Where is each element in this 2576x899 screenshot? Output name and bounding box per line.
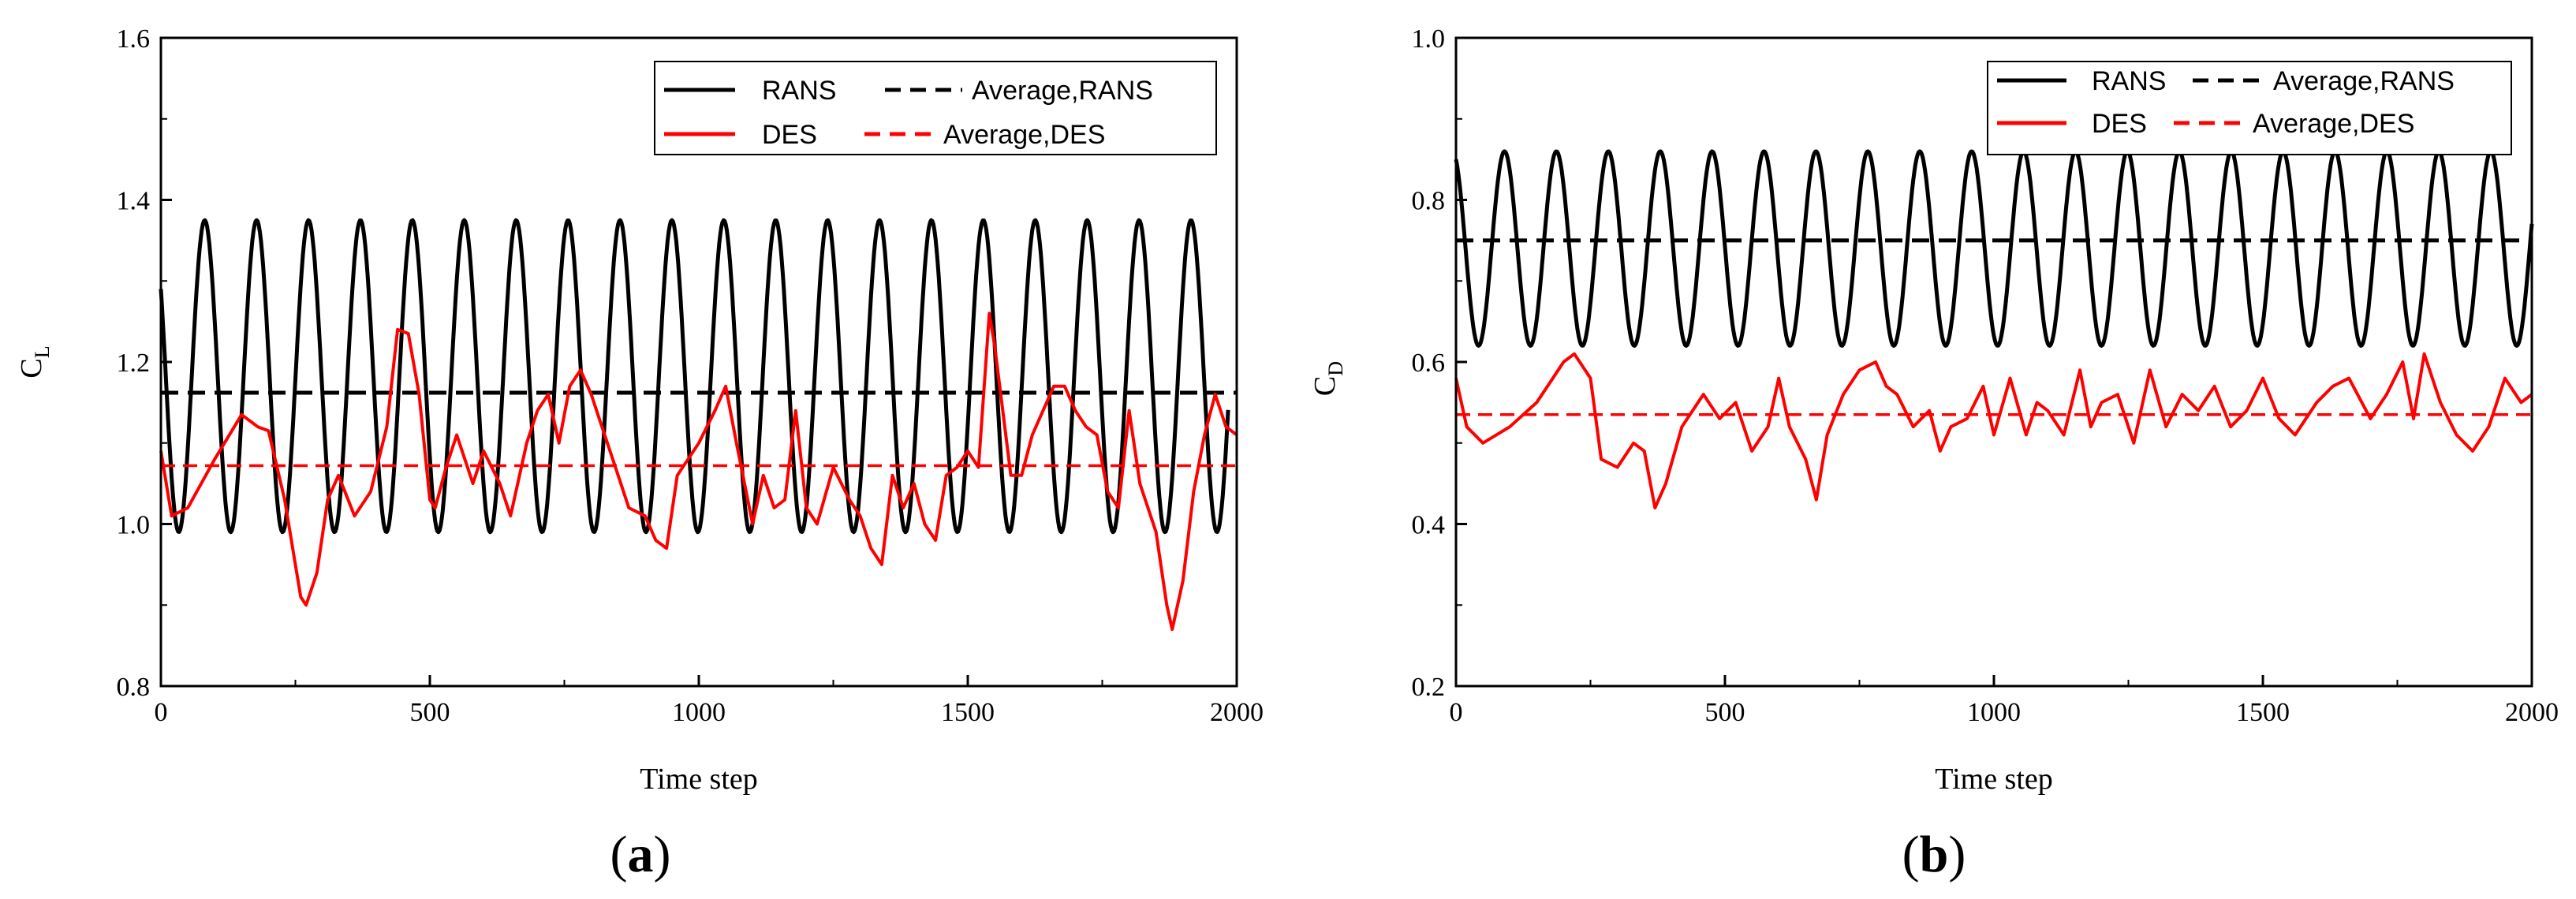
chart-panel-b: 0 500 1000 1500 2000 0.2 0.4 0.6 0.8 1.0 RANS Ave… <box>1309 24 2559 883</box>
chart-a-legend-label-rans: RANS <box>762 76 836 106</box>
chart-b-legend-label-rans: RANS <box>2092 66 2166 96</box>
chart-a-x-axis-title: Time step <box>640 763 758 796</box>
chart-b-x-axis-title: Time step <box>1935 763 2053 796</box>
chart-a-legend-label-avg-des: Average,DES <box>943 120 1105 150</box>
chart-b-y-axis-title-base: C <box>1309 376 1342 396</box>
chart-b-legend-box <box>1987 61 2512 155</box>
chart-b-series-layer <box>1454 149 2534 509</box>
chart-a-y-axis-title-base: C <box>15 358 48 378</box>
svg-text:CL: CL <box>15 345 54 378</box>
chart-b-panel-label: (b) <box>1902 826 1966 883</box>
chart-b-y-axis-title-sub: D <box>1324 361 1347 376</box>
chart-b-y-tick-label: 1.0 <box>1412 24 1446 54</box>
chart-b-y-tick-label: 0.2 <box>1412 673 1446 702</box>
svg-text:CD: CD <box>1309 361 1347 396</box>
chart-b-panel-letter: b <box>1920 826 1949 883</box>
chart-a-x-tick-label: 500 <box>410 698 450 727</box>
chart-a-ticks-layer: 0 500 1000 1500 2000 0.8 1.0 1.2 1.4 1.6 <box>117 24 1264 727</box>
chart-b-legend-label-avg-des: Average,DES <box>2253 109 2414 139</box>
chart-b-y-tick-label: 0.8 <box>1412 187 1446 216</box>
chart-a-y-tick-label: 1.0 <box>117 511 151 540</box>
chart-b-x-tick-label: 1000 <box>1967 698 2021 727</box>
chart-a-x-tick-label: 2000 <box>1210 698 1264 727</box>
chart-a-y-tick-label: 1.6 <box>117 24 151 54</box>
chart-b-legend-label-des: DES <box>2092 109 2147 139</box>
chart-b-legend-label-avg-rans: Average,RANS <box>2273 66 2455 96</box>
chart-a-y-axis-title: CL <box>15 345 54 378</box>
chart-a-series-rans <box>159 218 1230 535</box>
chart-a-y-tick-label: 1.2 <box>117 349 151 378</box>
chart-a-x-tick-label: 0 <box>155 698 168 727</box>
chart-a-series-layer <box>159 218 1238 632</box>
chart-panel-a: 0 500 1000 1500 2000 0.8 1.0 1.2 1.4 1.6 RANS Ave… <box>15 24 1264 883</box>
chart-b-series-des <box>1454 352 2533 509</box>
chart-b-legend: RANS Average,RANS DES Average,DES <box>1987 61 2512 155</box>
chart-a-x-tick-label: 1500 <box>941 698 995 727</box>
chart-a-panel-letter: a <box>628 826 654 883</box>
chart-a-x-tick-label: 1000 <box>672 698 726 727</box>
chart-b-x-tick-label: 2000 <box>2505 698 2559 727</box>
chart-a-y-axis-title-sub: L <box>31 345 54 358</box>
chart-b-x-tick-label: 0 <box>1450 698 1463 727</box>
chart-a-legend-label-des: DES <box>762 120 817 150</box>
chart-b-ticks-layer: 0 500 1000 1500 2000 0.2 0.4 0.6 0.8 1.0 <box>1412 24 2559 727</box>
chart-a-series-des <box>159 311 1238 632</box>
chart-b-series-rans <box>1454 149 2534 348</box>
chart-b-x-tick-label: 500 <box>1705 698 1745 727</box>
chart-b-y-tick-label: 0.4 <box>1412 511 1446 540</box>
chart-b-y-tick-label: 0.6 <box>1412 349 1446 378</box>
chart-a-y-tick-label: 0.8 <box>117 673 151 702</box>
chart-b-x-tick-label: 1500 <box>2236 698 2290 727</box>
chart-a-y-tick-label: 1.4 <box>117 187 151 216</box>
chart-b-y-axis-title: CD <box>1309 361 1347 396</box>
chart-a-panel-label: (a) <box>610 826 671 883</box>
chart-a-legend-label-avg-rans: Average,RANS <box>972 76 1153 106</box>
chart-a-legend: RANS Average,RANS DES Average,DES <box>654 61 1217 155</box>
chart-a-legend-box <box>654 61 1217 155</box>
